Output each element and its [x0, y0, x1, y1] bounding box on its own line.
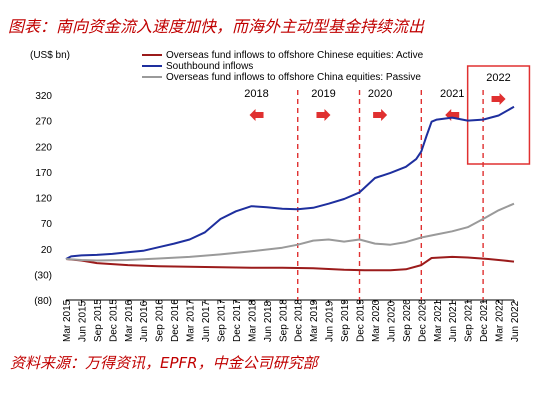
legend-label-active: Overseas fund inflows to offshore Chines… — [166, 50, 424, 61]
year-label: 2019 — [311, 88, 335, 100]
figure-caption-title: 图表：南向资金流入速度加快，而海外主动型基金持续流出 — [8, 17, 425, 36]
series-line-passive — [65, 202, 515, 262]
x-tick-label: Sep 2016 — [155, 299, 166, 342]
x-tick-label: Jun 2018 — [263, 300, 274, 342]
arrow-right-icon — [491, 93, 506, 105]
x-tick-label: Sep 2021 — [464, 299, 475, 342]
x-tick-label: Sep 2020 — [402, 299, 413, 342]
x-tick-label: Mar 2022 — [495, 299, 506, 342]
x-axis: Mar 2015 Jun 2015 Sep 2015 Dec 2015 Mar 2016… — [62, 299, 521, 342]
x-tick-label: Jun 2016 — [139, 300, 150, 342]
legend: Overseas fund inflows to offshore Chines… — [142, 50, 424, 83]
arrow-right-icon — [373, 109, 388, 121]
year-label: 2018 — [244, 88, 268, 100]
legend-label-southbound: Southbound inflows — [166, 61, 253, 72]
x-tick-label: Mar 2019 — [309, 299, 320, 342]
x-tick-label: Jun 2017 — [201, 300, 212, 342]
y-axis: 320 270 220 170 120 70 20 (30) (80) — [34, 91, 52, 307]
x-tick-label: Sep 2017 — [216, 299, 227, 342]
x-tick-label: Sep 2019 — [340, 299, 351, 342]
annotations: 2018 2019 2020 2021 2022 — [244, 65, 531, 300]
series-line-active — [65, 255, 515, 272]
x-tick-label: Mar 2018 — [247, 299, 258, 342]
x-tick-label: Dec 2016 — [170, 299, 181, 342]
plot-series — [65, 105, 515, 272]
x-tick-label: Sep 2015 — [93, 299, 104, 342]
figure-caption-source: 资料来源：万得资讯，EPFR，中金公司研究部 — [10, 354, 321, 372]
x-tick-label: Dec 2021 — [479, 299, 490, 342]
y-tick-label: 220 — [35, 142, 52, 153]
y-tick-label: 320 — [35, 91, 52, 102]
y-tick-label: 120 — [35, 194, 52, 205]
year-label: 2022 — [486, 72, 510, 84]
highlight-box-2022 — [466, 65, 531, 165]
y-tick-label: (80) — [34, 296, 52, 307]
x-tick-label: Dec 2017 — [232, 299, 243, 342]
year-label: 2021 — [440, 88, 464, 100]
x-tick-label: Dec 2015 — [108, 299, 119, 342]
arrow-right-icon — [316, 109, 331, 121]
x-tick-label: Jun 2020 — [386, 300, 397, 342]
x-tick-label: Jun 2021 — [448, 300, 459, 342]
series-line-southbound — [65, 105, 515, 260]
x-tick-label: Mar 2015 — [62, 299, 73, 342]
x-tick-label: Mar 2020 — [371, 299, 382, 342]
y-tick-label: 70 — [41, 219, 53, 230]
x-tick-label: Jun 2022 — [510, 300, 521, 342]
x-tick-label: Dec 2020 — [417, 299, 428, 342]
x-tick-label: Jun 2019 — [325, 300, 336, 342]
arrow-left-icon — [249, 109, 264, 121]
legend-label-passive: Overseas fund inflows to offshore China … — [166, 72, 421, 83]
x-tick-label: Dec 2018 — [294, 299, 305, 342]
x-tick-label: Sep 2018 — [278, 299, 289, 342]
x-tick-label: Mar 2021 — [433, 299, 444, 342]
y-tick-label: 170 — [35, 168, 52, 179]
y-tick-label: 270 — [35, 117, 52, 128]
y-tick-label: (30) — [34, 270, 52, 281]
year-label: 2020 — [368, 88, 392, 100]
x-tick-label: Jun 2015 — [77, 300, 88, 342]
y-axis-unit-label: (US$ bn) — [30, 50, 70, 61]
x-tick-label: Mar 2016 — [124, 299, 135, 342]
x-tick-label: Mar 2017 — [186, 299, 197, 342]
x-tick-label: Dec 2019 — [356, 299, 367, 342]
y-tick-label: 20 — [41, 245, 53, 256]
